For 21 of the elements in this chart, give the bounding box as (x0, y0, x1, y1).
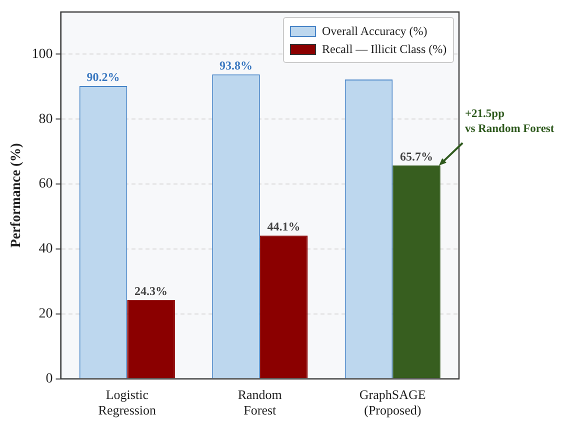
bar (127, 300, 175, 378)
legend-label: Overall Accuracy (%) (322, 23, 428, 40)
data-label: 93.8% (220, 58, 253, 72)
bar (392, 166, 440, 378)
x-tick-label: GraphSAGE (Proposed) (359, 387, 426, 418)
y-axis-title: Performance (%) (9, 142, 24, 248)
data-label: 90.2% (86, 70, 120, 84)
x-tick-label: Logistic Regression (98, 387, 157, 418)
y-tick-label: 20 (38, 306, 53, 322)
data-label: 44.1% (267, 220, 300, 234)
x-tick-label: Random Forest (238, 387, 282, 418)
text: +21.5pp vs Random Forest (465, 108, 554, 135)
data-label: 24.3% (134, 284, 168, 298)
y-tick-label: 40 (38, 242, 53, 257)
bar (260, 236, 308, 378)
y-tick-label: 60 (38, 176, 53, 192)
legend-label: Recall — Illicit Class (%) (322, 41, 447, 58)
data-label: 65.7% (400, 150, 434, 164)
y-tick-label: 0 (46, 371, 53, 386)
y-tick-label: 80 (38, 112, 53, 127)
y-tick-label: 100 (32, 46, 53, 62)
